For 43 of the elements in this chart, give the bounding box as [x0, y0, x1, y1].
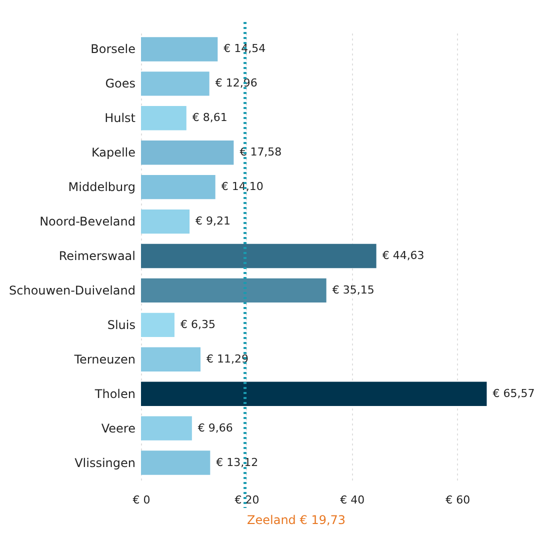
x-tick-label: € 60 [446, 494, 470, 506]
data-label: € 65,57 [492, 386, 535, 400]
bar [141, 347, 201, 372]
bar [141, 106, 186, 130]
bar [141, 140, 234, 165]
data-label: € 13,12 [216, 456, 258, 469]
y-tick-label: Reimerswaal [58, 249, 136, 263]
bar [141, 244, 376, 268]
data-label: € 44,63 [382, 249, 424, 262]
data-label: € 12,96 [215, 76, 258, 90]
y-tick-label: Hulst [104, 111, 136, 126]
y-tick-label: Goes [105, 76, 136, 91]
y-tick-label: Sluis [107, 318, 136, 332]
y-tick-label: Noord-Beveland [40, 214, 136, 229]
bar [141, 174, 216, 200]
data-label: € 8,61 [192, 111, 228, 124]
data-label: € 35,15 [332, 283, 374, 296]
y-tick-label: Schouwen-Duiveland [9, 283, 136, 298]
bar [141, 278, 326, 303]
y-tick-label: Terneuzen [73, 352, 136, 366]
bar [141, 450, 210, 475]
y-tick-label: Borsele [90, 42, 136, 56]
y-tick-label: Vlissingen [74, 456, 136, 470]
data-label: € 6,35 [180, 318, 216, 331]
bar [141, 37, 218, 62]
ref-line-label: Zeeland € 19,73 [247, 513, 346, 527]
data-label: € 11,29 [206, 352, 249, 366]
bar [141, 209, 190, 234]
bar [141, 382, 487, 406]
x-tick-label: € 0 [132, 494, 150, 506]
bar [141, 416, 192, 440]
data-label: € 9,66 [198, 421, 233, 434]
y-tick-label: Kapelle [91, 146, 136, 160]
bar [141, 312, 174, 338]
y-tick-label: Veere [101, 421, 136, 436]
x-tick-label: € 40 [340, 494, 365, 506]
data-label: € 9,21 [196, 214, 231, 228]
x-tick-label: € 20 [234, 494, 260, 506]
y-tick-label: Tholen [94, 386, 136, 401]
bar [141, 72, 210, 96]
data-label: € 14,10 [221, 180, 264, 194]
y-tick-label: Middelburg [68, 180, 136, 194]
data-label: € 14,54 [224, 42, 266, 56]
